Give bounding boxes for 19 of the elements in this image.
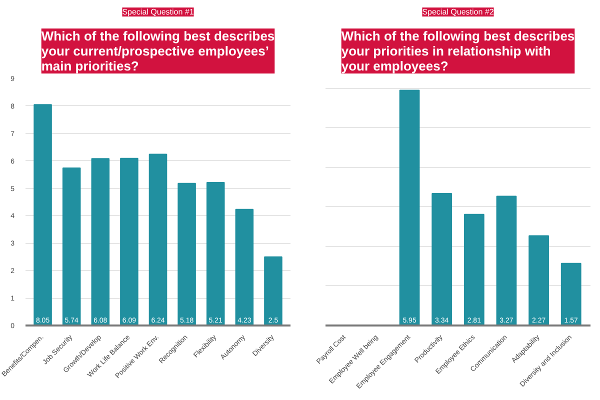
bar: [148, 154, 168, 326]
bar: [120, 158, 138, 326]
bar: [206, 182, 225, 326]
bar: [34, 104, 52, 326]
chart-subtitle: Special Question #1: [122, 8, 194, 16]
bar: [235, 208, 254, 326]
bar: [560, 262, 582, 326]
bar: [91, 158, 110, 326]
bar: [178, 182, 196, 326]
chart-subtitle: Special Question #2: [422, 8, 494, 16]
chart-title: Which of the following best describes your priorities in relationship with your employees?: [341, 28, 575, 74]
bar: [62, 167, 81, 326]
bar: [496, 196, 517, 326]
bar: [399, 90, 420, 326]
bar: [528, 235, 549, 326]
bar: [464, 214, 484, 326]
chart-title: Which of the following best describes your current/prospective employees’ main priorities?: [41, 28, 275, 74]
bar: [432, 192, 452, 326]
bar: [264, 256, 282, 326]
